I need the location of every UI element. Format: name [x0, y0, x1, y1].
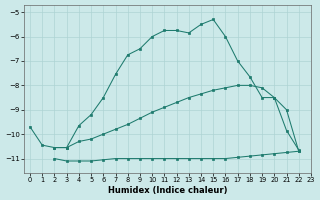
X-axis label: Humidex (Indice chaleur): Humidex (Indice chaleur) — [108, 186, 227, 195]
